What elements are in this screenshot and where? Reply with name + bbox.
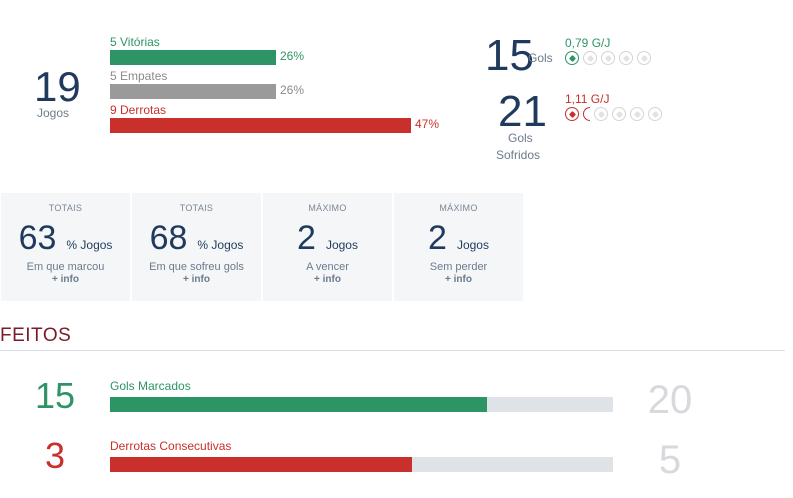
- partial-ball-icon: [583, 107, 590, 121]
- card-title: TOTAIS: [179, 203, 214, 213]
- stat-card-conceded-pct: TOTAIS 68 % Jogos Em que sofreu gols + i…: [132, 193, 261, 301]
- card-unit: Jogos: [456, 238, 489, 252]
- goals-scored-label: Gols: [528, 51, 553, 65]
- goals-scored-rate: 0,79 G/J: [565, 36, 611, 50]
- card-more-info-link[interactable]: + info: [52, 274, 79, 285]
- card-unit: % Jogos: [66, 238, 113, 252]
- goals-conceded-value: 21: [498, 87, 547, 136]
- card-value: 2: [428, 219, 447, 257]
- feito-label: Gols Marcados: [110, 379, 191, 393]
- feito-value: 3: [44, 435, 66, 476]
- card-more-info-link[interactable]: + info: [183, 274, 210, 285]
- card-value: 63: [18, 219, 57, 257]
- draws-pct: 26%: [280, 83, 305, 97]
- feito-label: Derrotas Consecutivas: [110, 439, 232, 453]
- games-count: 19: [34, 63, 81, 110]
- feitos-title: FEITOS: [0, 325, 72, 346]
- losses-bar: [110, 118, 411, 133]
- card-title: MÁXIMO: [308, 203, 347, 213]
- wins-pct: 26%: [280, 49, 305, 63]
- feito-max: 5: [658, 438, 682, 482]
- draws-bar: [110, 84, 276, 99]
- feito-progress-track: [110, 397, 613, 412]
- feito-progress-track: [110, 457, 613, 472]
- feito-progress-fill: [110, 457, 412, 472]
- stat-card-scored-pct: TOTAIS 63 % Jogos Em que marcou + info: [1, 193, 130, 301]
- wins-label: 5 Vitórias: [110, 35, 160, 49]
- card-description: Sem perder: [429, 261, 488, 273]
- card-unit: % Jogos: [197, 238, 244, 252]
- goals-conceded-balls: [565, 107, 662, 121]
- card-title: MÁXIMO: [439, 203, 478, 213]
- card-value: 68: [149, 219, 188, 257]
- losses-pct: 47%: [415, 117, 440, 131]
- ball-icon: [648, 107, 662, 121]
- stat-card-unbeaten-streak: MÁXIMO 2 Jogos Sem perder + info: [394, 193, 523, 301]
- games-label: Jogos: [37, 106, 70, 120]
- card-more-info-link[interactable]: + info: [314, 274, 341, 285]
- section-divider: [0, 350, 785, 351]
- ball-icon: [601, 51, 615, 65]
- feito-progress-fill: [110, 397, 488, 412]
- wins-bar: [110, 50, 276, 65]
- card-title: TOTAIS: [48, 203, 83, 213]
- goals-conceded-label-line2: Sofridos: [496, 148, 541, 162]
- card-unit: Jogos: [325, 238, 358, 252]
- feito-max: 20: [647, 378, 693, 422]
- card-description: Em que sofreu gols: [149, 261, 244, 273]
- ball-icon: [612, 107, 626, 121]
- card-description: A vencer: [306, 261, 349, 273]
- ball-icon: [583, 51, 597, 65]
- ball-icon: [594, 107, 608, 121]
- goals-scored-balls: [565, 51, 651, 65]
- ball-icon: [637, 51, 651, 65]
- ball-icon: [630, 107, 644, 121]
- stat-card-win-streak: MÁXIMO 2 Jogos A vencer + info: [263, 193, 392, 301]
- card-description: Em que marcou: [26, 261, 105, 273]
- feito-value: 15: [34, 375, 76, 416]
- card-value: 2: [297, 219, 316, 257]
- ball-icon: [565, 107, 579, 121]
- goals-scored-value: 15: [485, 31, 534, 80]
- card-more-info-link[interactable]: + info: [445, 274, 472, 285]
- goals-conceded-label-line1: Gols: [508, 131, 533, 145]
- draws-label: 5 Empates: [110, 69, 168, 83]
- losses-label: 9 Derrotas: [110, 103, 167, 117]
- ball-icon: [619, 51, 633, 65]
- ball-icon: [565, 51, 579, 65]
- goals-conceded-rate: 1,11 G/J: [565, 92, 610, 106]
